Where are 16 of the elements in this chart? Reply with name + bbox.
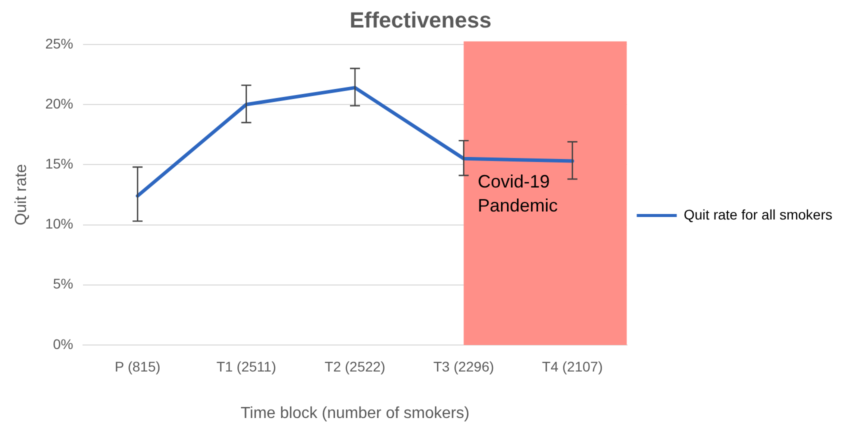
y-tick-label: 0%: [52, 336, 74, 352]
x-tick-label: T3 (2296): [433, 358, 494, 374]
y-tick-label: 20%: [45, 95, 74, 112]
y-tick-label: 5%: [52, 276, 74, 292]
y-axis-title: Quit rate: [13, 164, 30, 226]
x-tick-label: T4 (2107): [542, 358, 603, 374]
y-tick-label: 15%: [45, 156, 74, 172]
x-tick-label: P (815): [114, 358, 160, 374]
chart-title: Effectiveness: [350, 7, 492, 32]
band-label: Covid-19 Pandemic: [478, 172, 558, 216]
legend-label: Quit rate for all smokers: [684, 206, 832, 222]
x-tick-label: T1 (2511): [216, 358, 276, 374]
y-tick-label: 10%: [45, 216, 74, 232]
x-axis-title: Time block (number of smokers): [240, 404, 470, 422]
x-tick-label: T2 (2522): [324, 358, 386, 374]
y-tick-label: 25%: [45, 35, 74, 52]
